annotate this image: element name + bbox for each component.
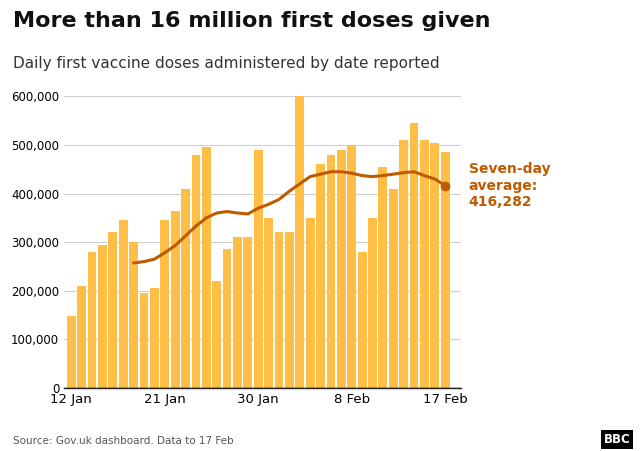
Text: Daily first vaccine doses administered by date reported: Daily first vaccine doses administered b… xyxy=(13,56,440,71)
Bar xyxy=(420,140,429,388)
Bar xyxy=(77,286,86,388)
Bar xyxy=(129,242,138,388)
Bar xyxy=(410,123,419,388)
Bar xyxy=(88,252,97,388)
Bar xyxy=(316,165,325,388)
Bar xyxy=(150,288,159,388)
Bar xyxy=(119,220,127,388)
Bar xyxy=(223,249,232,388)
Bar xyxy=(233,237,242,388)
Bar xyxy=(181,189,190,388)
Bar xyxy=(161,220,169,388)
Bar xyxy=(358,252,367,388)
Bar xyxy=(431,143,439,388)
Bar xyxy=(264,218,273,388)
Bar xyxy=(212,281,221,388)
Bar xyxy=(67,316,76,388)
Bar xyxy=(389,189,397,388)
Bar xyxy=(202,147,211,388)
Bar xyxy=(275,232,284,388)
Bar xyxy=(399,140,408,388)
Bar xyxy=(296,97,304,388)
Bar xyxy=(378,167,387,388)
Text: BBC: BBC xyxy=(604,433,630,446)
Text: More than 16 million first doses given: More than 16 million first doses given xyxy=(13,11,490,31)
Bar xyxy=(98,244,107,388)
Bar xyxy=(348,145,356,388)
Bar xyxy=(171,211,180,388)
Bar xyxy=(108,232,117,388)
Bar xyxy=(306,218,315,388)
Text: Seven-day
average:
416,282: Seven-day average: 416,282 xyxy=(468,162,550,209)
Text: Source: Gov.uk dashboard. Data to 17 Feb: Source: Gov.uk dashboard. Data to 17 Feb xyxy=(13,437,234,446)
Bar xyxy=(140,293,148,388)
Bar xyxy=(368,218,377,388)
Bar xyxy=(337,150,346,388)
Bar xyxy=(191,155,200,388)
Bar xyxy=(285,232,294,388)
Bar xyxy=(441,152,450,388)
Bar xyxy=(243,237,252,388)
Bar xyxy=(326,155,335,388)
Bar xyxy=(254,150,262,388)
